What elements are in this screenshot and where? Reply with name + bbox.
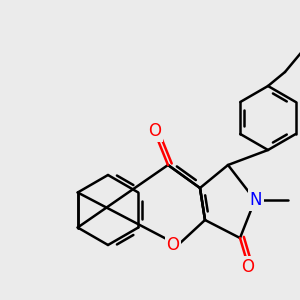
Text: O: O: [242, 258, 254, 276]
Text: N: N: [250, 191, 262, 209]
Text: O: O: [167, 236, 179, 254]
Text: O: O: [148, 122, 161, 140]
